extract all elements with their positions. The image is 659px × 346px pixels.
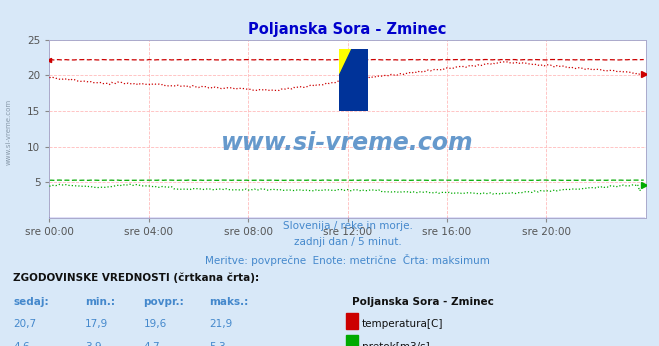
Text: Slovenija / reke in morje.
zadnji dan / 5 minut.
Meritve: povprečne  Enote: metr: Slovenija / reke in morje. zadnji dan / … xyxy=(205,221,490,265)
Text: 5,3: 5,3 xyxy=(209,342,225,346)
Text: 4,6: 4,6 xyxy=(13,342,30,346)
Text: www.si-vreme.com: www.si-vreme.com xyxy=(221,131,474,155)
Text: 4,7: 4,7 xyxy=(144,342,160,346)
Text: ZGODOVINSKE VREDNOSTI (črtkana črta):: ZGODOVINSKE VREDNOSTI (črtkana črta): xyxy=(13,272,259,283)
Text: Poljanska Sora - Zminec: Poljanska Sora - Zminec xyxy=(353,297,494,307)
Text: 19,6: 19,6 xyxy=(144,319,167,329)
Title: Poljanska Sora - Zminec: Poljanska Sora - Zminec xyxy=(248,22,447,37)
Text: 3,9: 3,9 xyxy=(85,342,101,346)
Text: povpr.:: povpr.: xyxy=(144,297,185,307)
Text: 17,9: 17,9 xyxy=(85,319,108,329)
Text: sedaj:: sedaj: xyxy=(13,297,49,307)
Polygon shape xyxy=(339,49,368,111)
Text: 21,9: 21,9 xyxy=(209,319,232,329)
Polygon shape xyxy=(339,49,352,77)
Text: pretok[m3/s]: pretok[m3/s] xyxy=(362,342,430,346)
Text: www.si-vreme.com: www.si-vreme.com xyxy=(5,98,12,165)
Text: min.:: min.: xyxy=(85,297,115,307)
Bar xyxy=(346,335,358,346)
Bar xyxy=(346,312,358,329)
Text: temperatura[C]: temperatura[C] xyxy=(362,319,444,329)
Text: 20,7: 20,7 xyxy=(13,319,36,329)
Polygon shape xyxy=(355,83,368,111)
Text: maks.:: maks.: xyxy=(209,297,248,307)
